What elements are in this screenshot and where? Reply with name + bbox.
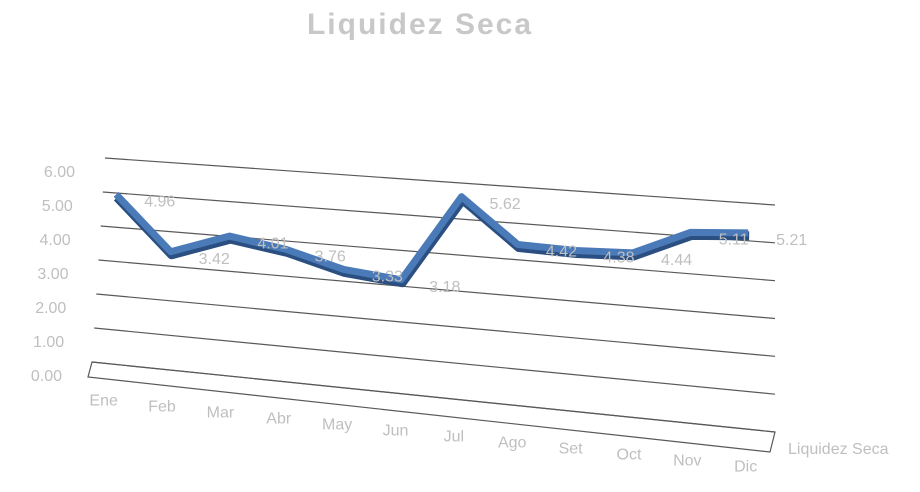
x-tick-label: Jun: [383, 423, 409, 440]
data-label: 5.62: [490, 196, 521, 213]
grid-line: [94, 327, 776, 395]
x-tick-label: Dic: [734, 458, 757, 475]
floor: [87, 361, 776, 453]
y-tick-label: 4.00: [40, 232, 71, 249]
data-label: 4.01: [257, 235, 288, 252]
data-label: 4.38: [603, 250, 634, 267]
data-label: 4.96: [144, 194, 175, 211]
y-tick-label: 0.00: [31, 368, 62, 385]
y-tick-label: 6.00: [44, 164, 75, 181]
grid-line: [102, 191, 776, 244]
grid-line: [104, 157, 776, 206]
y-tick-label: 5.00: [42, 198, 73, 215]
x-tick-label: Nov: [673, 452, 701, 469]
data-label: 3.76: [315, 249, 346, 266]
chart-title: Liquidez Seca: [307, 8, 533, 41]
y-tick-label: 2.00: [35, 300, 66, 317]
y-tick-label: 3.00: [37, 266, 68, 283]
data-label: 3.18: [429, 279, 460, 296]
data-label: 5.21: [776, 232, 807, 249]
x-tick-label: Mar: [207, 405, 235, 422]
grid-line: [96, 293, 776, 357]
x-tick-label: May: [322, 417, 352, 434]
data-label: 4.44: [661, 252, 692, 269]
data-label: 4.42: [546, 244, 577, 261]
data-label: 3.42: [199, 251, 230, 268]
x-tick-label: Abr: [266, 411, 292, 428]
data-label: 3.33: [372, 269, 403, 286]
grid-line: [98, 259, 776, 320]
legend-label: Liquidez Seca: [788, 441, 889, 458]
x-tick-label: Ago: [498, 434, 527, 451]
x-tick-label: Oct: [617, 446, 642, 463]
y-tick-label: 1.00: [33, 334, 64, 351]
grid-line: [91, 361, 776, 433]
line: [113, 191, 749, 284]
grid-line: [100, 225, 776, 282]
data-label: 5.11: [719, 232, 749, 249]
x-tick-label: Ene: [89, 393, 118, 410]
x-tick-label: Set: [559, 440, 584, 457]
x-tick-label: Jul: [444, 429, 464, 446]
x-tick-label: Feb: [148, 399, 176, 416]
